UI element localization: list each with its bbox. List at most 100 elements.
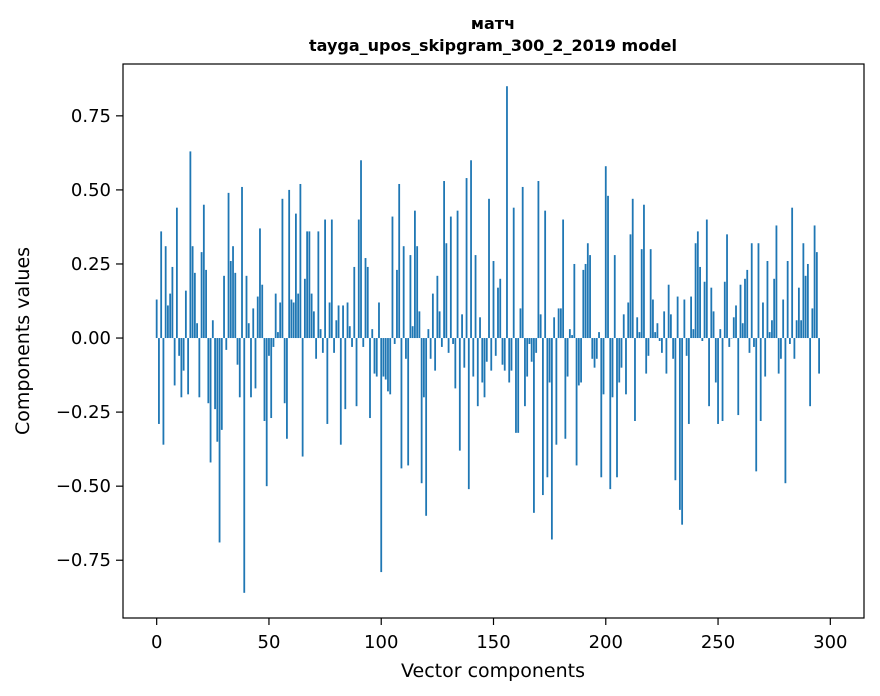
bar [649,249,652,339]
bar [274,293,277,339]
bar [261,284,264,339]
bar [766,261,769,339]
bar [584,263,587,339]
bar [517,338,520,433]
bar [616,338,618,478]
bar [611,338,614,398]
bar [687,338,690,424]
bar [387,338,389,392]
bar [643,204,645,339]
x-tick-label: 200 [589,632,623,653]
bar [497,287,499,339]
bar [580,338,582,383]
bar [815,252,818,339]
bar [393,338,396,344]
bar [175,207,178,339]
x-tick-label: 50 [258,632,281,653]
y-tick-label: 0.50 [71,180,111,201]
bar [402,246,405,339]
bar [479,317,481,339]
bar [533,338,535,513]
bar [405,338,407,359]
bar [654,332,657,339]
bar [524,338,526,407]
bar [342,305,344,339]
bar [167,305,169,339]
bar [308,231,311,339]
bar [173,338,176,386]
bar [225,338,228,350]
bar [647,338,650,356]
bar [557,308,560,339]
bar [236,338,239,365]
bar [595,338,598,359]
bar [193,272,196,339]
bar [669,314,672,339]
bar [214,338,216,410]
bar [510,338,513,371]
bar [268,338,270,356]
bar [380,338,383,573]
bar [270,338,273,419]
bar [663,311,666,339]
bar [178,338,181,356]
bar [501,338,504,365]
bar [169,293,172,339]
bar [299,183,302,339]
bar [638,332,641,339]
bar [483,338,486,398]
bar [652,299,654,339]
bar [447,338,450,353]
bar [775,225,778,339]
bar [705,219,708,339]
bar [272,338,275,347]
bar [422,338,425,398]
bar [629,234,632,339]
bar [191,246,194,339]
bar [710,287,713,339]
bar [333,338,335,353]
bar [348,326,351,339]
bar [292,302,295,339]
bar [773,278,776,339]
bar [337,305,340,339]
bar [164,246,167,339]
bar [279,302,282,339]
bar [555,338,558,445]
bar [418,311,421,339]
bar [373,338,376,374]
bar [818,338,820,374]
bar [202,204,205,339]
bar [241,186,243,339]
bar [625,338,627,395]
bar [409,255,412,339]
bar [717,338,719,424]
chart-subtitle: tayga_upos_skipgram_300_2_2019 model [309,36,677,55]
y-tick-label: −0.50 [56,476,111,497]
bar [598,332,600,339]
bar [155,299,158,339]
bar [604,166,607,339]
bar [694,243,697,339]
bar [335,320,338,339]
bar [247,323,250,339]
y-axis-label: Components values [12,247,34,435]
bar [690,296,692,339]
y-axis-ticks: −0.75 −0.50 −0.25 0.00 0.25 0.50 0.75 [56,106,123,571]
bar [182,338,185,371]
bar [467,338,470,490]
bar [636,317,639,339]
bar [211,320,214,339]
bar [665,338,668,374]
bar [158,338,160,424]
bar [620,338,623,368]
bar [508,338,511,383]
bar [744,278,746,339]
bar [306,231,309,339]
bar [748,338,751,353]
bar [452,338,454,344]
bar [661,338,663,353]
bar [723,281,726,339]
bar [797,287,800,339]
bar [205,269,207,339]
